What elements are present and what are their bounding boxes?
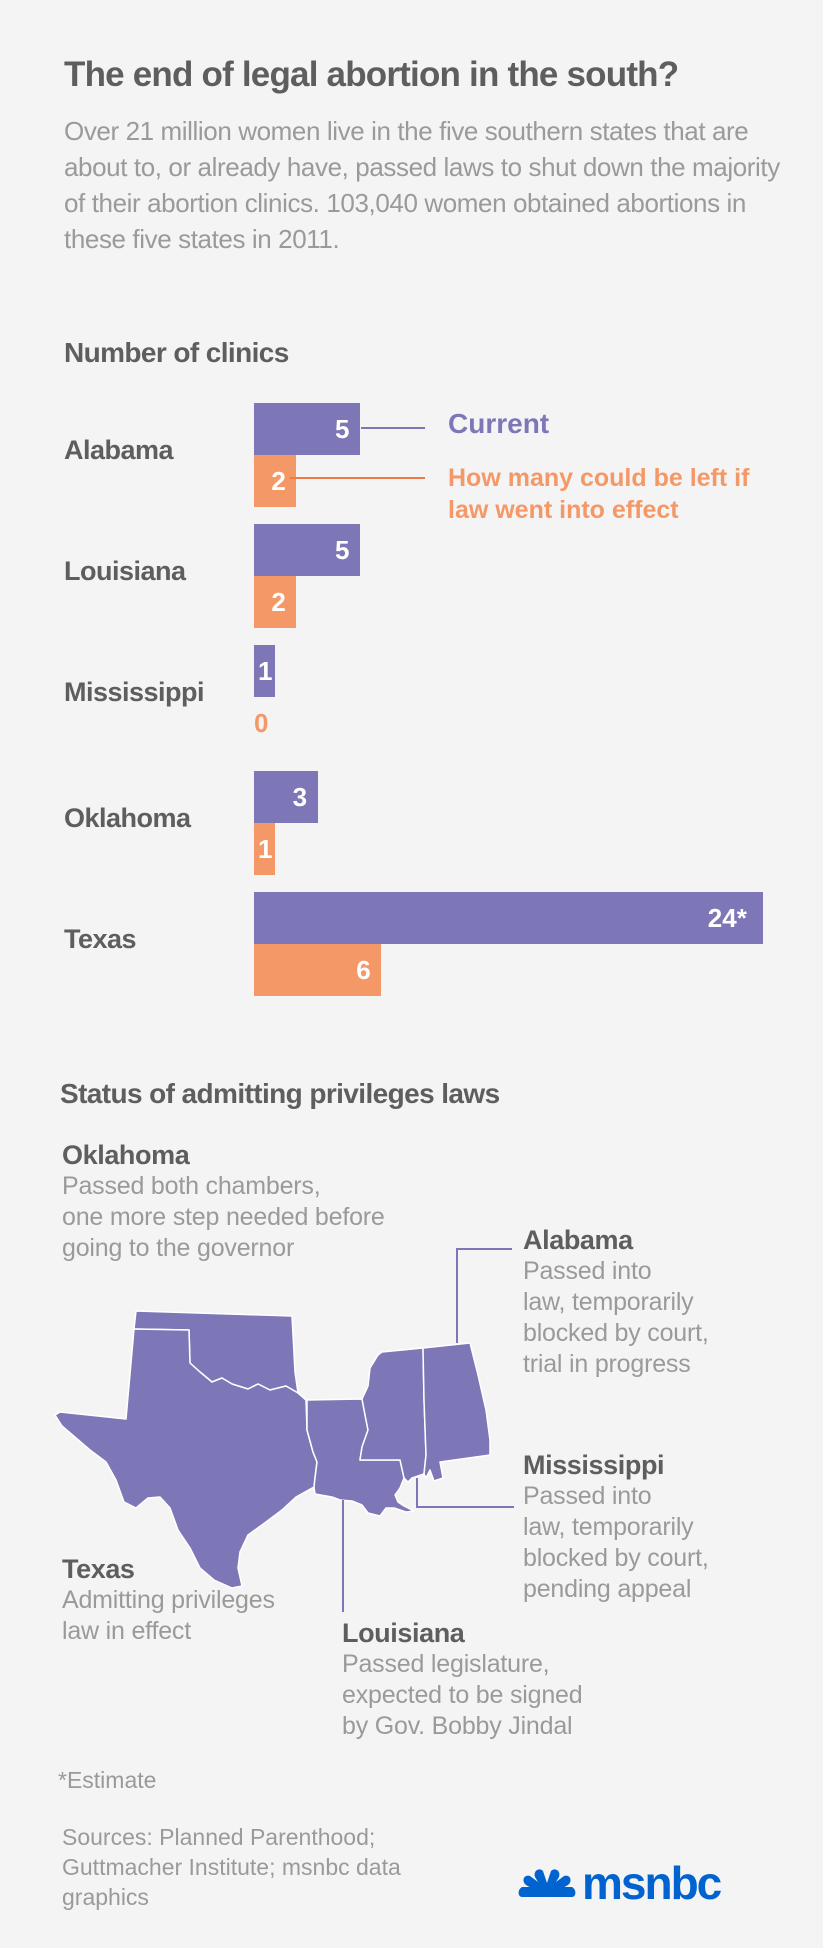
legend-leader-current — [361, 427, 425, 429]
leader-line-mississippi-vertical — [416, 1478, 418, 1508]
bar-value-label: 0 — [254, 708, 269, 738]
bar-future — [254, 944, 382, 996]
leader-line-mississippi-horizontal — [416, 1506, 514, 1508]
annotation-alabama: Alabama Passed into law, temporarily blo… — [523, 1225, 709, 1380]
state-name: Oklahoma — [62, 1140, 190, 1170]
bar-value-label: 1 — [258, 656, 273, 686]
state-status-line: Passed into — [523, 1482, 652, 1510]
nbc-peacock-icon — [518, 1869, 576, 1897]
bar-value-label: 5 — [335, 535, 350, 565]
state-name: Texas — [62, 1554, 135, 1584]
state-name: Louisiana — [342, 1618, 465, 1648]
state-status-line: pending appeal — [523, 1575, 692, 1603]
bar-category-label: Oklahoma — [64, 803, 191, 833]
legend-leader-future — [290, 477, 425, 479]
msnbc-wordmark: msnbc — [582, 1857, 722, 1909]
sources: Sources: Planned Parenthood; Guttmacher … — [62, 1824, 401, 1910]
state-status-line: one more step needed before — [62, 1203, 385, 1231]
legend-current: Current — [448, 408, 550, 439]
bar-value-label: 5 — [335, 414, 350, 444]
bar-future — [254, 576, 297, 628]
state-status-line: Passed both chambers, — [62, 1172, 321, 1200]
bar-value-label: 1 — [258, 834, 273, 864]
bar-value-label: 3 — [292, 782, 308, 812]
state-status-line: by Gov. Bobby Jindal — [342, 1712, 573, 1740]
state-status-line: expected to be signed — [342, 1681, 583, 1709]
annotation-texas: Texas Admitting privileges law in effect — [62, 1554, 275, 1647]
map-state-alabama — [422, 1342, 491, 1482]
bar-category-label: Louisiana — [64, 556, 186, 586]
footnote: *Estimate — [58, 1767, 157, 1793]
state-status-line: blocked by court, — [523, 1319, 709, 1347]
bar-current — [254, 645, 276, 697]
bar-current — [254, 892, 763, 944]
bar-category-label: Alabama — [64, 435, 174, 465]
bar-current — [254, 524, 360, 576]
state-status-line: Passed into — [523, 1257, 652, 1285]
bar-value-label: 24* — [707, 903, 747, 933]
map-state-texas — [54, 1328, 318, 1589]
state-status-line: trial in progress — [523, 1350, 691, 1378]
bar-value-label: 6 — [356, 955, 371, 985]
state-name: Mississippi — [523, 1450, 665, 1480]
bar-current — [254, 771, 318, 823]
bar-category-label: Mississippi — [64, 677, 205, 707]
bar-current — [254, 403, 360, 455]
annotation-louisiana: Louisiana Passed legislature, expected t… — [342, 1618, 583, 1742]
state-status-line: law, temporarily — [523, 1513, 694, 1541]
status-heading: Status of admitting privileges laws — [60, 1078, 500, 1109]
leader-line-louisiana — [342, 1500, 344, 1612]
legend-future: How many could be left if law went into … — [448, 464, 750, 524]
clinics-heading: Number of clinics — [64, 337, 289, 368]
bar-future — [254, 823, 276, 875]
state-status-line: Passed legislature, — [342, 1650, 550, 1678]
bar-future — [254, 455, 297, 507]
msnbc-logo: msnbc — [518, 1857, 722, 1909]
state-status-line: going to the governor — [62, 1234, 295, 1262]
page-subtitle: Over 21 million women live in the five s… — [64, 116, 780, 254]
leader-line-alabama-vertical — [456, 1248, 458, 1343]
state-name: Alabama — [523, 1225, 633, 1255]
state-status-line: blocked by court, — [523, 1544, 709, 1572]
state-status-line: law in effect — [62, 1617, 191, 1645]
state-status-line: Admitting privileges — [62, 1586, 275, 1614]
state-status-line: law, temporarily — [523, 1288, 694, 1316]
annotation-oklahoma: Oklahoma Passed both chambers, one more … — [62, 1140, 385, 1264]
bar-category-label: Texas — [64, 924, 137, 954]
bar-value-label: 2 — [271, 587, 286, 617]
page-title: The end of legal abortion in the south? — [64, 55, 679, 94]
leader-line-alabama-horizontal — [456, 1248, 512, 1250]
annotation-mississippi: Mississippi Passed into law, temporarily… — [523, 1450, 709, 1605]
bar-value-label: 2 — [271, 466, 286, 496]
